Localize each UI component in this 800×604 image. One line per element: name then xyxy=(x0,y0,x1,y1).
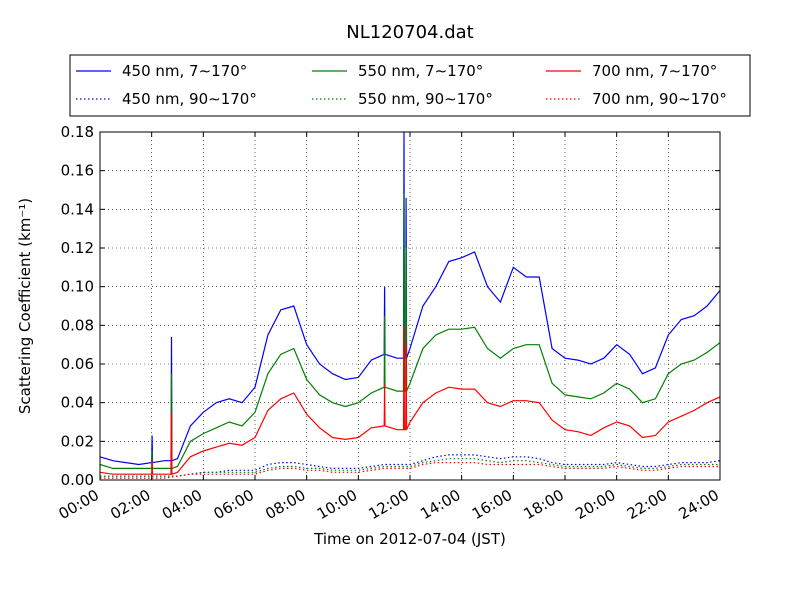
series-line-4 xyxy=(100,454,721,477)
legend-label-2: 550 nm, 7∼170° xyxy=(358,62,483,80)
y-tick-label: 0.12 xyxy=(61,239,94,257)
y-tick-label: 0.18 xyxy=(61,123,94,141)
legend-label-5: 550 nm, 90∼170° xyxy=(358,90,493,108)
legend: 450 nm, 7∼170° 550 nm, 7∼170° 700 nm, 7∼17… xyxy=(69,54,751,117)
y-tick-label: 0.02 xyxy=(61,432,94,450)
series-line-3 xyxy=(99,325,721,476)
y-axis-label: Scattering Coefficient (km⁻¹) xyxy=(16,198,34,414)
y-tick-label: 0.10 xyxy=(61,278,94,296)
legend-label-1: 450 nm, 7∼170° xyxy=(122,62,247,80)
y-tick-label: 0.16 xyxy=(61,162,94,180)
legend-box xyxy=(69,54,751,117)
chart-title: NL120704.dat xyxy=(346,22,473,43)
x-axis-label: Time on 2012-07-04 (JST) xyxy=(313,530,506,548)
y-tick-label: 0.06 xyxy=(61,355,94,373)
series-line-5 xyxy=(100,458,720,477)
legend-label-3: 700 nm, 7∼170° xyxy=(592,62,717,80)
series-line-1 xyxy=(99,131,721,466)
series-line-2 xyxy=(99,193,721,470)
y-tick-label: 0.00 xyxy=(61,471,94,489)
y-tick-label: 0.08 xyxy=(61,316,94,334)
y-tick-label: 0.04 xyxy=(61,394,94,412)
legend-label-6: 700 nm, 90∼170° xyxy=(592,90,727,108)
y-tick-label: 0.14 xyxy=(61,200,94,218)
legend-label-4: 450 nm, 90∼170° xyxy=(122,90,257,108)
